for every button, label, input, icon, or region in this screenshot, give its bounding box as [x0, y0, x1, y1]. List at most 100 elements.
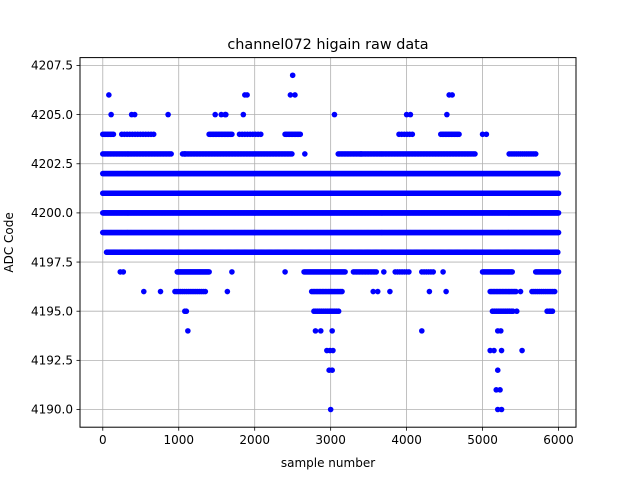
data-point: [335, 308, 342, 315]
data-point: [289, 72, 296, 79]
data-point: [150, 131, 157, 138]
data-point: [229, 131, 235, 138]
data-point: [120, 269, 127, 275]
data-point: [443, 288, 449, 295]
data-point: [329, 328, 335, 334]
data-point: [297, 131, 304, 138]
data-point: [206, 269, 212, 275]
data-point: [342, 269, 348, 275]
data-point: [329, 367, 335, 373]
x-axis-ticks: 0 1000 2000 3000 4000 5000 6000: [99, 427, 574, 447]
y-tick-label: 4205.0: [31, 108, 73, 122]
data-point: [240, 111, 247, 118]
data-point: [494, 367, 501, 373]
x-tick-label: 5000: [467, 433, 498, 447]
data-point: [183, 308, 190, 315]
data-point: [289, 151, 295, 157]
data-point: [292, 92, 298, 98]
y-tick-label: 4195.0: [31, 304, 73, 318]
data-points: [99, 72, 562, 413]
data-point: [327, 406, 334, 413]
data-point: [229, 269, 235, 275]
data-point: [168, 151, 174, 157]
data-point: [509, 269, 515, 275]
data-point: [430, 269, 437, 275]
data-point: [223, 111, 229, 118]
data-point: [555, 190, 562, 197]
data-point: [202, 288, 209, 295]
data-point: [212, 111, 218, 118]
data-point: [498, 347, 505, 354]
x-tick-label: 1000: [163, 433, 194, 447]
data-point: [407, 111, 414, 118]
data-point: [165, 111, 171, 118]
y-tick-label: 4192.5: [31, 354, 73, 368]
data-point: [370, 288, 376, 295]
x-tick-label: 6000: [543, 433, 574, 447]
data-point: [513, 288, 519, 295]
data-point: [444, 111, 450, 118]
data-point: [358, 151, 364, 157]
data-point: [551, 288, 558, 295]
data-point: [554, 249, 561, 256]
y-tick-label: 4202.5: [31, 157, 73, 171]
x-tick-label: 0: [99, 433, 107, 447]
data-point: [185, 328, 191, 334]
chart-title: channel072 higain raw data: [227, 37, 428, 53]
data-point: [548, 308, 554, 315]
data-point: [331, 111, 338, 118]
data-point: [555, 269, 562, 275]
data-point: [483, 131, 490, 138]
data-point: [491, 347, 497, 354]
y-tick-label: 4190.0: [31, 403, 73, 417]
data-point: [182, 151, 188, 157]
data-point: [131, 111, 138, 118]
data-point: [374, 288, 381, 295]
data-point: [381, 269, 387, 275]
x-tick-label: 4000: [391, 433, 422, 447]
data-point: [373, 269, 380, 275]
data-point: [244, 92, 250, 98]
data-point: [406, 269, 412, 275]
data-point: [440, 269, 446, 275]
x-tick-label: 3000: [315, 433, 346, 447]
data-point: [472, 151, 478, 157]
data-point: [339, 288, 345, 295]
data-point: [449, 92, 455, 98]
data-point: [497, 387, 503, 393]
y-axis-ticks: 4190.0 4192.5 4195.0 4197.5 4200.0 4202.5 4205…: [31, 59, 80, 417]
data-point: [224, 288, 231, 295]
data-point: [257, 131, 264, 138]
data-point: [387, 288, 393, 295]
y-axis-label: ADC Code: [2, 212, 16, 272]
data-point: [282, 269, 288, 275]
data-point: [456, 131, 462, 138]
data-point: [519, 347, 525, 354]
data-point: [108, 111, 114, 118]
data-point: [555, 170, 561, 177]
data-point: [513, 308, 520, 315]
data-point: [302, 151, 308, 157]
data-point: [409, 131, 416, 138]
y-tick-label: 4197.5: [31, 255, 73, 269]
data-point: [555, 229, 562, 236]
data-point: [317, 328, 324, 334]
x-tick-label: 2000: [239, 433, 270, 447]
y-tick-label: 4200.0: [31, 206, 73, 220]
data-point: [498, 406, 505, 413]
data-point: [157, 288, 164, 295]
data-point: [532, 151, 539, 157]
data-point: [287, 92, 294, 98]
data-point: [106, 92, 112, 98]
plot-frame: [79, 57, 577, 428]
data-point: [141, 288, 147, 295]
data-point: [498, 328, 504, 334]
data-point: [555, 210, 562, 216]
y-tick-label: 4207.5: [31, 59, 73, 73]
data-point: [312, 328, 319, 334]
data-point: [330, 347, 336, 354]
data-point: [517, 288, 524, 295]
x-axis-label: sample number: [281, 456, 375, 470]
